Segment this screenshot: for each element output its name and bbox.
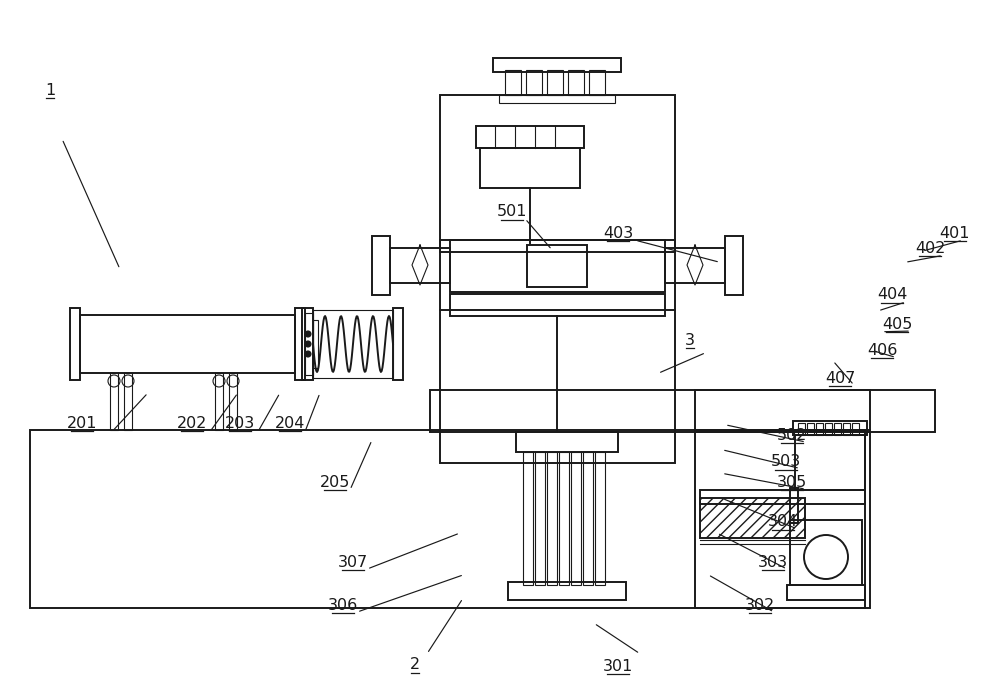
Text: 202: 202 (177, 416, 207, 431)
Text: 306: 306 (328, 598, 358, 613)
Text: 301: 301 (603, 659, 633, 674)
Bar (302, 308, 313, 380)
Text: 401: 401 (940, 226, 970, 241)
Bar (526, 70, 542, 95)
Bar (516, 432, 618, 452)
Text: 305: 305 (777, 475, 807, 490)
Bar (80, 315, 295, 373)
Bar (790, 520, 862, 585)
Bar (852, 423, 859, 435)
Bar (372, 236, 390, 295)
Bar (110, 373, 118, 430)
Text: 501: 501 (497, 204, 527, 219)
Bar (595, 452, 605, 585)
Text: 404: 404 (877, 287, 907, 303)
Bar (695, 390, 870, 432)
Bar (30, 430, 865, 608)
Circle shape (305, 351, 311, 357)
Bar (393, 308, 403, 380)
Text: 304: 304 (768, 514, 798, 530)
Bar (568, 70, 584, 95)
Text: 407: 407 (825, 371, 855, 386)
Bar (583, 452, 593, 585)
Text: 2: 2 (410, 657, 420, 672)
Bar (305, 313, 313, 375)
Bar (440, 95, 675, 463)
Text: 303: 303 (758, 555, 788, 570)
Text: 307: 307 (338, 555, 368, 570)
Bar (559, 452, 569, 585)
Bar (787, 585, 865, 600)
Bar (124, 373, 132, 430)
Bar (450, 294, 665, 316)
Text: 406: 406 (867, 343, 897, 358)
Text: 503: 503 (771, 454, 801, 469)
Bar (547, 70, 563, 95)
Text: 502: 502 (777, 428, 807, 443)
Bar (547, 452, 557, 585)
Bar (476, 126, 584, 148)
Bar (807, 423, 814, 435)
Text: 403: 403 (603, 226, 633, 241)
Text: 405: 405 (882, 316, 912, 332)
Text: 302: 302 (745, 598, 775, 613)
Bar (790, 488, 798, 523)
Bar (505, 70, 521, 95)
Bar (440, 240, 675, 252)
Bar (215, 373, 223, 430)
Bar (795, 435, 865, 490)
Bar (843, 423, 850, 435)
Text: 1: 1 (45, 83, 55, 98)
Bar (571, 452, 581, 585)
Bar (430, 390, 935, 432)
Bar (508, 582, 626, 600)
Bar (523, 452, 533, 585)
Bar (816, 423, 823, 435)
Bar (295, 308, 305, 380)
Circle shape (305, 331, 311, 337)
Bar (725, 236, 743, 295)
Text: 201: 201 (67, 416, 97, 431)
Bar (695, 430, 870, 608)
Bar (313, 320, 318, 368)
Bar (825, 423, 832, 435)
Bar (390, 248, 450, 283)
Bar (527, 245, 587, 287)
Bar (499, 95, 615, 103)
Bar (793, 421, 867, 435)
Bar (70, 308, 80, 380)
Bar (700, 498, 805, 538)
Text: 205: 205 (320, 475, 350, 490)
Bar (535, 452, 545, 585)
Bar (480, 148, 580, 188)
Bar (493, 58, 621, 72)
Text: 203: 203 (225, 416, 255, 431)
Bar (665, 248, 725, 283)
Circle shape (305, 341, 311, 347)
Bar (229, 373, 237, 430)
Text: 402: 402 (915, 241, 945, 256)
Bar (700, 490, 865, 504)
Bar (834, 423, 841, 435)
Bar (589, 70, 605, 95)
Text: 204: 204 (275, 416, 305, 431)
Bar (798, 423, 805, 435)
Bar (313, 310, 393, 378)
Text: 3: 3 (685, 332, 695, 348)
Bar (450, 240, 665, 292)
